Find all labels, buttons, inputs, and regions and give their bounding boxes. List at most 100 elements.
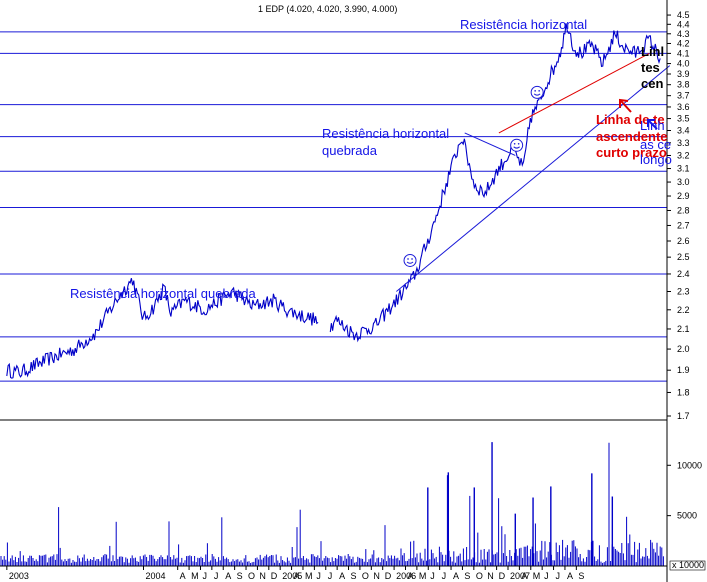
trendline-2 (464, 132, 516, 156)
x-tick-label-5: J (214, 571, 219, 581)
price-line-segment-2 (329, 23, 661, 343)
y-tick-label-6: 3.9 (677, 69, 690, 79)
smiley-face (403, 253, 417, 267)
y-tick-label-13: 3.2 (677, 150, 690, 160)
y-tick-label-17: 2.8 (677, 205, 690, 215)
y-tick-label-27: 1.8 (677, 387, 690, 397)
smiley-eye-right (538, 90, 540, 92)
x-tick-label-12: A (294, 571, 300, 581)
smiley-icon-2 (530, 85, 544, 99)
volume-axis-ticks: 10000 5000 (667, 460, 702, 521)
smiley-face (530, 85, 544, 99)
x-tick-label-27: S (464, 571, 470, 581)
volume-tick-label-1: 5000 (677, 511, 697, 521)
chart-title: 1 EDP (4.020, 4.020, 3.990, 4.000) (258, 4, 397, 14)
x-tick-label-31: 2007 (510, 571, 530, 581)
smiley-markers (403, 85, 544, 267)
x-tick-label-37: S (578, 571, 584, 581)
annotation-resistance-top: Resistência horizontal (460, 17, 587, 32)
x-tick-label-19: N (373, 571, 380, 581)
x-tick-label-25: J (442, 571, 447, 581)
x-tick-label-15: J (328, 571, 333, 581)
x-tick-label-34: J (544, 571, 549, 581)
y-tick-label-28: 1.7 (677, 411, 690, 421)
x-tick-label-13: M (305, 571, 313, 581)
price-series (6, 23, 661, 379)
smiley-icon-0 (403, 253, 417, 267)
y-tick-label-19: 2.6 (677, 236, 690, 246)
y-tick-label-14: 3.1 (677, 164, 690, 174)
red-arrow-icon (619, 98, 632, 113)
y-tick-label-22: 2.3 (677, 286, 690, 296)
smiley-mouth (513, 146, 520, 149)
x-tick-label-22: A (407, 571, 413, 581)
smiley-eye-left (534, 90, 536, 92)
smiley-eye-right (411, 258, 413, 260)
x-tick-label-14: J (316, 571, 321, 581)
annotation-resistance-middle-2: quebrada (322, 143, 378, 158)
annotation-blue-line-3: longo (640, 152, 672, 167)
x-tick-label-21: 2006 (396, 571, 416, 581)
y-tick-label-23: 2.2 (677, 305, 690, 315)
annotation-red-line-3: curto prazo (596, 145, 667, 160)
smiley-icon-1 (510, 138, 524, 152)
y-tick-label-11: 3.4 (677, 126, 690, 136)
y-tick-label-10: 3.5 (677, 114, 690, 124)
x-tick-label-2: A (180, 571, 186, 581)
annotation-black-line-1: Linl (641, 44, 664, 59)
trendline-1 (498, 52, 650, 134)
blue-arrow-icon (647, 119, 658, 130)
volume-axis-label: x 10000 (669, 560, 706, 571)
x-tick-label-1: 2004 (146, 571, 166, 581)
y-tick-label-20: 2.5 (677, 252, 690, 262)
smiley-mouth (406, 261, 414, 264)
x-tick-label-30: D (499, 571, 506, 581)
x-tick-label-20: D (385, 571, 392, 581)
annotation-black-line-2: tes (641, 60, 660, 75)
y-tick-label-21: 2.4 (677, 269, 690, 279)
x-tick-label-26: A (453, 571, 459, 581)
y-tick-label-7: 3.8 (677, 80, 690, 90)
x-tick-label-6: A (225, 571, 231, 581)
x-tick-label-23: M (419, 571, 427, 581)
y-tick-label-18: 2.7 (677, 220, 690, 230)
y-tick-label-1: 4.4 (677, 19, 690, 29)
smiley-eye-right (517, 143, 520, 145)
y-tick-label-16: 2.9 (677, 191, 690, 201)
svg-text:x 10000: x 10000 (672, 560, 704, 570)
y-tick-label-12: 3.3 (677, 138, 690, 148)
x-tick-label-24: J (430, 571, 435, 581)
y-tick-label-25: 2.0 (677, 344, 690, 354)
y-tick-label-3: 4.2 (677, 38, 690, 48)
x-tick-label-11: 2005 (282, 571, 302, 581)
price-line-segment-1 (6, 278, 319, 379)
x-tick-label-33: M (533, 571, 541, 581)
annotation-blue-line-2: as ce (640, 137, 671, 152)
smiley-eye-left (513, 143, 516, 145)
y-tick-label-26: 1.9 (677, 365, 690, 375)
smiley-face (510, 138, 524, 152)
horizontal-levels (0, 31, 667, 382)
x-tick-label-9: N (259, 571, 266, 581)
y-tick-label-0: 4.5 (677, 10, 690, 20)
x-tick-label-28: O (476, 571, 483, 581)
x-tick-label-17: S (351, 571, 357, 581)
x-tick-label-8: O (248, 571, 255, 581)
annotation-black-line-3: cen (641, 76, 663, 91)
y-tick-label-5: 4.0 (677, 59, 690, 69)
x-tick-label-10: D (271, 571, 278, 581)
volume-tick-label-0: 10000 (677, 460, 702, 470)
y-tick-label-9: 3.6 (677, 102, 690, 112)
annotation-resistance-low: Resistência horizontal quebrada (70, 286, 256, 301)
smiley-mouth (533, 93, 541, 96)
y-axis-ticks: 4.54.44.34.24.14.03.93.83.73.6 3.5 3.4 3.3 3… (667, 10, 690, 421)
y-tick-label-15: 3.0 (677, 177, 690, 187)
x-tick-label-3: M (191, 571, 199, 581)
x-tick-label-29: N (487, 571, 494, 581)
smiley-eye-left (407, 258, 409, 260)
volume-bars (0, 442, 664, 566)
y-tick-label-4: 4.1 (677, 48, 690, 58)
annotation-resistance-middle-1: Resistência horizontal (322, 126, 449, 141)
